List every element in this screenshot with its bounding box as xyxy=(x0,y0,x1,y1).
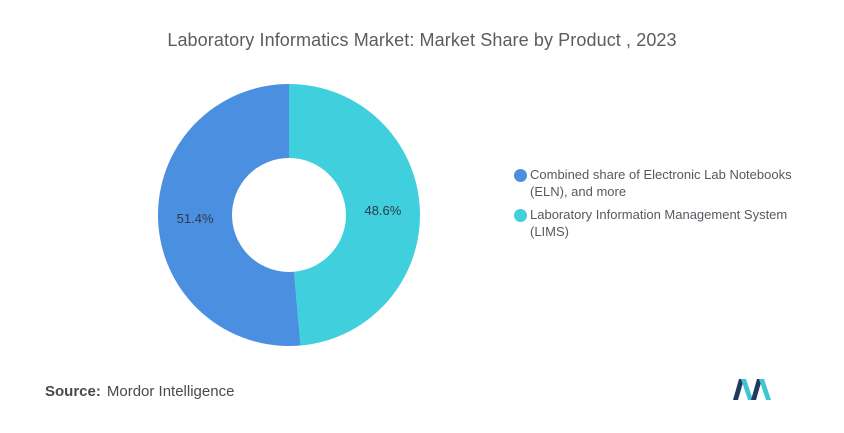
legend-label-eln: Combined share of Electronic Lab Noteboo… xyxy=(530,167,792,199)
legend-item-lims: Laboratory Information Management System… xyxy=(514,206,814,240)
mordor-intelligence-logo-icon xyxy=(733,379,771,400)
legend-swatch-eln xyxy=(514,169,527,182)
donut-slice-label-0: 48.6% xyxy=(364,203,401,218)
chart-legend: Combined share of Electronic Lab Noteboo… xyxy=(514,166,814,246)
donut-slice-label-1: 51.4% xyxy=(177,211,214,226)
donut-slice-1 xyxy=(157,84,301,346)
legend-swatch-lims xyxy=(514,209,527,222)
donut-slices xyxy=(157,84,420,346)
legend-label-lims: Laboratory Information Management System… xyxy=(530,207,788,239)
source-text: Mordor Intelligence xyxy=(106,383,235,400)
donut-labels: 48.6% 51.4% xyxy=(177,203,402,226)
donut-slice-0 xyxy=(289,84,420,346)
chart-title: Laboratory Informatics Market: Market Sh… xyxy=(167,30,677,50)
source-prefix: Source: xyxy=(45,383,101,400)
source-note: Source: Mordor Intelligence xyxy=(45,383,234,400)
legend-item-eln: Combined share of Electronic Lab Noteboo… xyxy=(514,166,814,200)
